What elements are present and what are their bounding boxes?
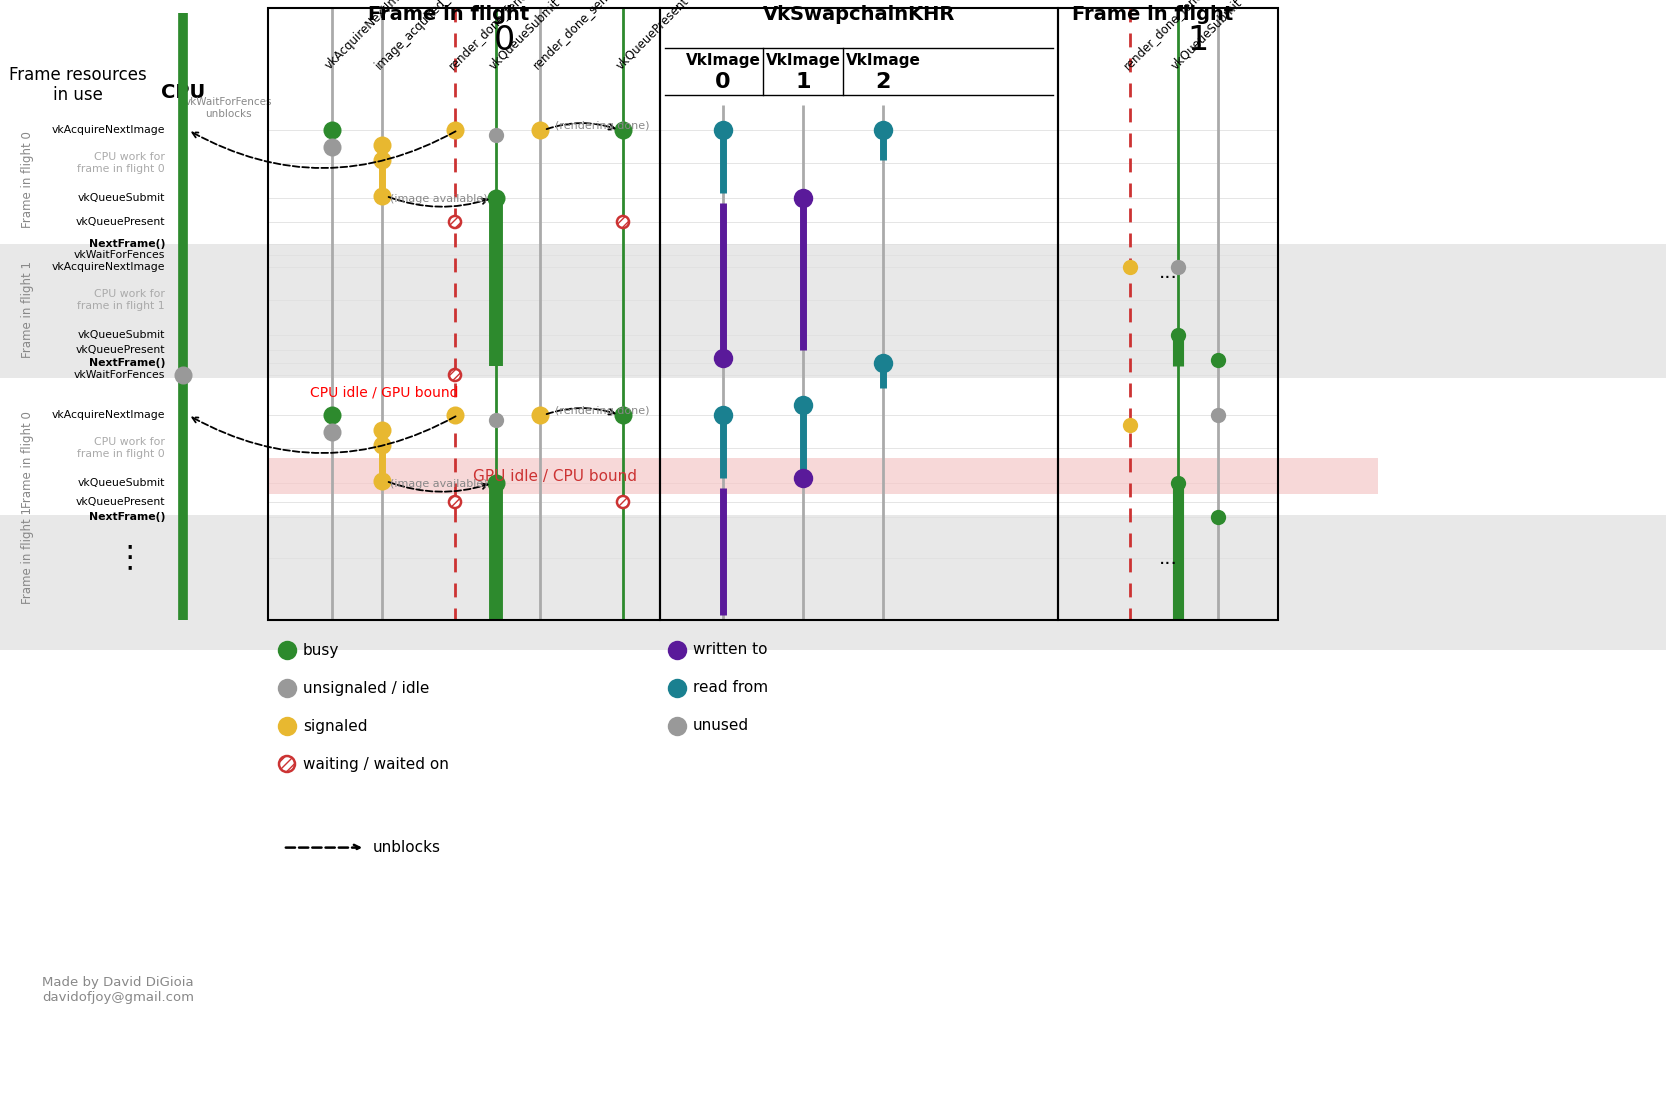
Bar xyxy=(268,458,1378,494)
Text: Frame in flight 1: Frame in flight 1 xyxy=(22,506,35,604)
Text: VkImage: VkImage xyxy=(686,53,760,67)
Bar xyxy=(268,8,660,620)
Text: read from: read from xyxy=(693,681,768,695)
Text: (image available): (image available) xyxy=(390,194,488,204)
Text: CPU work for
frame in flight 0: CPU work for frame in flight 0 xyxy=(77,437,165,459)
Text: Frame in flight: Frame in flight xyxy=(368,5,530,24)
Text: (rendering done): (rendering done) xyxy=(555,406,650,416)
Text: (image available): (image available) xyxy=(390,479,488,489)
Text: vkAcquireNextImage: vkAcquireNextImage xyxy=(52,262,165,272)
Circle shape xyxy=(278,757,295,772)
Text: Frame in flight 1: Frame in flight 1 xyxy=(22,261,35,359)
Text: 0: 0 xyxy=(715,72,731,92)
Text: vkAcquireNextImage: vkAcquireNextImage xyxy=(52,125,165,135)
Text: ...: ... xyxy=(1158,262,1178,281)
Text: 0: 0 xyxy=(493,23,515,56)
Text: Frame resources
in use: Frame resources in use xyxy=(8,66,147,104)
Text: NextFrame(): NextFrame() xyxy=(88,358,165,368)
Text: vkQueueSubmit: vkQueueSubmit xyxy=(486,0,563,72)
Text: VkSwapchainKHR: VkSwapchainKHR xyxy=(763,5,955,24)
Text: CPU: CPU xyxy=(162,83,205,102)
Text: NextFrame(): NextFrame() xyxy=(88,239,165,249)
Text: vkWaitForFences: vkWaitForFences xyxy=(73,370,165,380)
Text: signaled: signaled xyxy=(303,718,368,733)
Text: vkAcquireNextImage: vkAcquireNextImage xyxy=(52,410,165,421)
Circle shape xyxy=(448,216,461,228)
Text: CPU idle / GPU bound: CPU idle / GPU bound xyxy=(310,386,458,400)
Text: 2: 2 xyxy=(875,72,891,92)
Text: ...: ... xyxy=(1158,549,1178,568)
Text: VkImage: VkImage xyxy=(766,53,840,67)
Circle shape xyxy=(448,369,461,381)
Text: unused: unused xyxy=(693,718,750,733)
Text: unblocks: unblocks xyxy=(373,840,441,855)
Text: vkWaitForFences: vkWaitForFences xyxy=(73,250,165,260)
Text: vkQueueSubmit: vkQueueSubmit xyxy=(1170,0,1245,72)
Text: vkQueueSubmit: vkQueueSubmit xyxy=(78,193,165,203)
Text: waiting / waited on: waiting / waited on xyxy=(303,757,448,772)
Text: vkWaitForFences
unblocks: vkWaitForFences unblocks xyxy=(185,98,272,119)
Text: unsignaled / idle: unsignaled / idle xyxy=(303,681,430,695)
Text: render_done_fence: render_done_fence xyxy=(1121,0,1210,72)
Text: Frame in flight 0: Frame in flight 0 xyxy=(22,412,35,508)
Bar xyxy=(660,8,1058,620)
Text: CPU work for
frame in flight 1: CPU work for frame in flight 1 xyxy=(77,289,165,311)
Text: image_acquired_semaphore: image_acquired_semaphore xyxy=(373,0,500,72)
Text: vkQueueSubmit: vkQueueSubmit xyxy=(78,478,165,488)
Text: Made by David DiGioia
davidofjoy@gmail.com: Made by David DiGioia davidofjoy@gmail.c… xyxy=(42,976,193,1004)
Bar xyxy=(1058,8,1278,620)
Text: GPU idle / CPU bound: GPU idle / CPU bound xyxy=(473,469,636,483)
Circle shape xyxy=(616,496,630,508)
Bar xyxy=(0,515,1666,650)
Text: vkQueuePresent: vkQueuePresent xyxy=(75,217,165,227)
Circle shape xyxy=(616,216,630,228)
Bar xyxy=(0,244,1666,378)
Text: vkQueuePresent: vkQueuePresent xyxy=(613,0,691,72)
Text: NextFrame(): NextFrame() xyxy=(88,512,165,522)
Text: vkAcquireNextImage: vkAcquireNextImage xyxy=(323,0,418,72)
Text: VkImage: VkImage xyxy=(846,53,920,67)
Circle shape xyxy=(448,496,461,508)
Text: 1: 1 xyxy=(795,72,811,92)
Text: vkQueuePresent: vkQueuePresent xyxy=(75,345,165,355)
Text: Frame in flight: Frame in flight xyxy=(1073,5,1233,24)
Text: busy: busy xyxy=(303,642,340,658)
Text: 1: 1 xyxy=(1188,23,1208,56)
Text: (rendering done): (rendering done) xyxy=(555,121,650,131)
Text: vkQueueSubmit: vkQueueSubmit xyxy=(78,330,165,340)
Text: ⋮: ⋮ xyxy=(115,544,145,572)
Text: render_done_fence: render_done_fence xyxy=(446,0,535,72)
Text: Frame in flight 0: Frame in flight 0 xyxy=(22,132,35,228)
Text: written to: written to xyxy=(693,642,768,658)
Text: CPU work for
frame in flight 0: CPU work for frame in flight 0 xyxy=(77,153,165,173)
Text: vkQueuePresent: vkQueuePresent xyxy=(75,497,165,507)
Text: render_done_semaphore: render_done_semaphore xyxy=(531,0,643,72)
